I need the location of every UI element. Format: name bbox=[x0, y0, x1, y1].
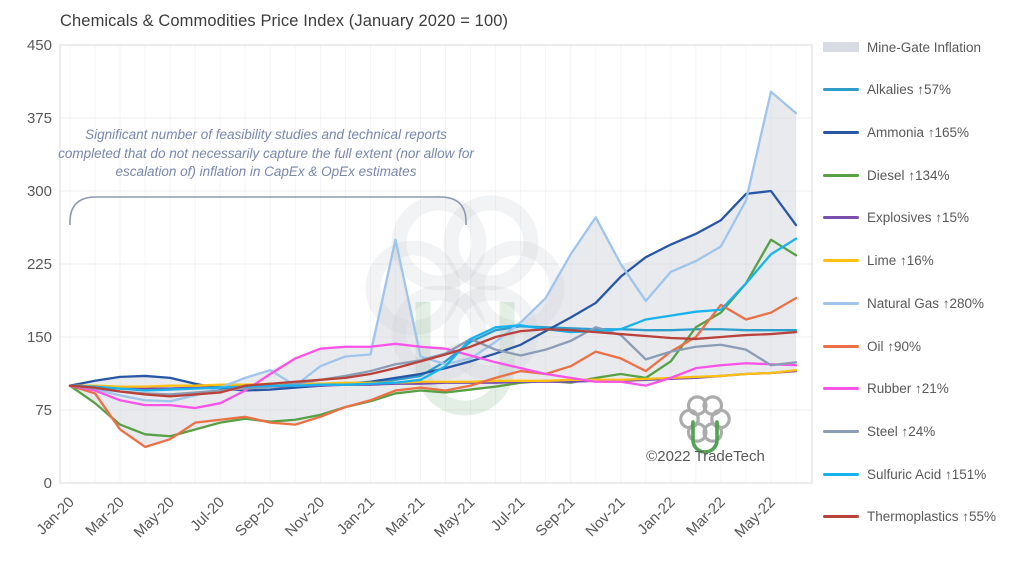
x-tick-label: Mar-20 bbox=[82, 494, 128, 540]
series-line-ammonia bbox=[68, 189, 798, 392]
legend-swatch-line-icon bbox=[823, 515, 859, 519]
legend-item-oil-90: Oil ↑90% bbox=[823, 335, 1009, 357]
chart-title: Chemicals & Commodities Price Index (Jan… bbox=[60, 12, 509, 30]
legend-swatch-line-icon bbox=[823, 429, 859, 433]
x-tick-label: Nov-21 bbox=[582, 494, 628, 540]
x-tick-label: May-22 bbox=[731, 494, 778, 541]
series-line-rubber bbox=[68, 342, 798, 410]
plot-border bbox=[59, 44, 813, 484]
y-tick-label: 300 bbox=[27, 183, 52, 200]
y-tick-label: 150 bbox=[27, 329, 52, 346]
series-line-thermoplastics bbox=[68, 328, 798, 398]
legend-label: Oil ↑90% bbox=[867, 338, 922, 354]
legend-item-sulfuric-acid-151: Sulfuric Acid ↑151% bbox=[823, 463, 1009, 485]
x-tick-label: Jan-20 bbox=[33, 494, 77, 538]
legend-swatch-line-icon bbox=[823, 301, 859, 305]
x-tick-label: Jan-21 bbox=[334, 494, 378, 538]
x-axis-labels: Jan-20 Mar-20 May-20 Jul-20 Sep-20 Nov-20 Jan-… bbox=[33, 494, 778, 541]
tradetech-logo bbox=[679, 395, 731, 454]
y-tick-label: 75 bbox=[35, 402, 52, 419]
legend-label: Diesel ↑134% bbox=[867, 167, 950, 183]
legend-item-diesel-134: Diesel ↑134% bbox=[823, 164, 1009, 186]
legend-swatch-line-icon bbox=[823, 472, 859, 476]
legend-label: Ammonia ↑165% bbox=[867, 124, 970, 140]
legend-swatch-line-icon bbox=[823, 259, 859, 263]
series-line-oil bbox=[68, 296, 798, 449]
x-tick-label: May-21 bbox=[431, 494, 478, 541]
legend-swatch-line-icon bbox=[823, 88, 859, 92]
logo-u-icon bbox=[691, 420, 719, 454]
legend-item-explosives-15: Explosives ↑15% bbox=[823, 207, 1009, 229]
legend-label: Thermoplastics ↑55% bbox=[867, 509, 997, 525]
legend-item-thermoplastics-55: Thermoplastics ↑55% bbox=[823, 506, 1009, 528]
legend-label: Steel ↑24% bbox=[867, 423, 936, 439]
legend-label: Mine-Gate Inflation bbox=[867, 39, 982, 55]
series-line-diesel bbox=[68, 238, 798, 438]
series-line-sulfuric-acid bbox=[68, 237, 798, 392]
legend-label: Rubber ↑21% bbox=[867, 381, 949, 397]
x-tick-label: Sep-20 bbox=[232, 494, 278, 540]
legend-item-steel-24: Steel ↑24% bbox=[823, 420, 1009, 442]
legend-label: Lime ↑16% bbox=[867, 253, 934, 269]
y-tick-label: 375 bbox=[27, 110, 52, 127]
legend-swatch-line-icon bbox=[823, 344, 859, 348]
legend-swatch-line-icon bbox=[823, 216, 859, 220]
legend-item-ammonia-165: Ammonia ↑165% bbox=[823, 121, 1009, 143]
x-tick-label: Mar-22 bbox=[683, 494, 729, 540]
y-tick-label: 0 bbox=[44, 475, 52, 492]
legend-item-alkalies-57: Alkalies ↑57% bbox=[823, 79, 1009, 101]
legend-item-rubber-21: Rubber ↑21% bbox=[823, 378, 1009, 400]
x-tick-label: Jul-21 bbox=[488, 494, 529, 535]
y-axis-labels: 0 75 150 225 300 375 450 bbox=[27, 37, 52, 492]
legend-label: Explosives ↑15% bbox=[867, 210, 970, 226]
series-line-natural-gas bbox=[68, 90, 798, 403]
legend-item-mine-gate-inflation: Mine-Gate Inflation bbox=[823, 36, 1009, 58]
legend-item-lime-16: Lime ↑16% bbox=[823, 250, 1009, 272]
x-tick-label: Jan-22 bbox=[634, 494, 678, 538]
series-band-mine-gate-inflation bbox=[70, 91, 796, 447]
legend: Mine-Gate Inflation Alkalies ↑57% Ammonia … bbox=[823, 36, 1009, 528]
legend-swatch-line-icon bbox=[823, 387, 859, 391]
legend-swatch-area-icon bbox=[823, 42, 859, 52]
legend-item-natural-gas-280: Natural Gas ↑280% bbox=[823, 292, 1009, 314]
x-tick-label: Mar-21 bbox=[383, 494, 429, 540]
y-tick-label: 450 bbox=[27, 37, 52, 54]
legend-label: Natural Gas ↑280% bbox=[867, 295, 985, 311]
watermark-logo bbox=[365, 195, 565, 416]
x-tick-label: May-20 bbox=[131, 494, 178, 541]
annotation-text: Significant number of feasibility studie… bbox=[58, 127, 474, 180]
bracket-annotation bbox=[69, 196, 467, 225]
y-tick-label: 225 bbox=[27, 256, 52, 273]
series-line-lime bbox=[68, 368, 798, 388]
x-tick-label: Jul-20 bbox=[187, 494, 228, 535]
legend-label: Sulfuric Acid ↑151% bbox=[867, 466, 987, 482]
copyright-credit: ©2022 TradeTech bbox=[646, 448, 765, 465]
x-tick-label: Nov-20 bbox=[282, 494, 328, 540]
gridlines bbox=[60, 44, 812, 483]
x-tick-label: Sep-21 bbox=[532, 494, 578, 540]
legend-swatch-line-icon bbox=[823, 130, 859, 134]
legend-swatch-line-icon bbox=[823, 173, 859, 177]
legend-label: Alkalies ↑57% bbox=[867, 82, 952, 98]
